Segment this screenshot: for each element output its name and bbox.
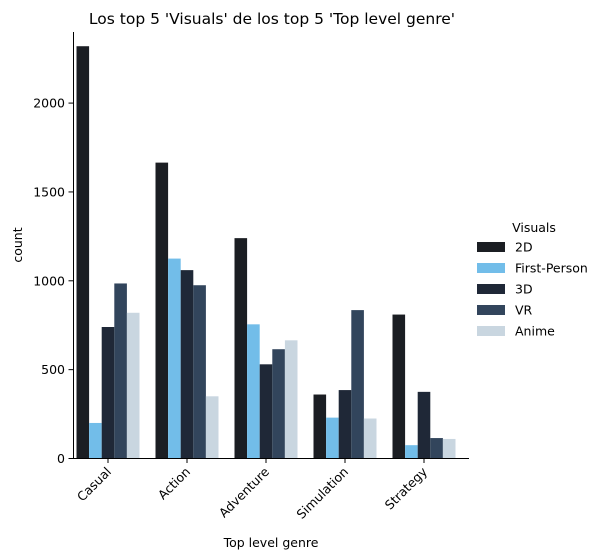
y-axis-ticks: 0 500 1000 1500 2000 — [33, 96, 73, 466]
x-tick-label-strategy: Strategy — [382, 464, 431, 513]
bar-first-person-simulation — [326, 417, 339, 459]
bar-anime-simulation — [363, 418, 377, 459]
legend-label-vr: VR — [515, 303, 533, 318]
bar-vr-strategy — [430, 438, 443, 459]
legend: Visuals 2D First-Person 3D VR Anime — [477, 220, 588, 339]
bar-anime-adventure — [284, 340, 298, 459]
bar-2d-adventure — [234, 238, 248, 459]
bar-anime-strategy — [442, 438, 456, 459]
bar-3d-simulation — [338, 390, 352, 459]
x-axis-ticks: Casual Action Adventure Simulation Strategy — [74, 458, 431, 522]
bar-anime-casual — [126, 312, 140, 459]
y-tick-label: 1500 — [33, 184, 65, 199]
bar-2d-action — [155, 162, 169, 459]
chart-title: Los top 5 'Visuals' de los top 5 'Top le… — [89, 10, 455, 28]
y-tick-label: 0 — [57, 451, 65, 466]
y-tick-label: 2000 — [33, 96, 65, 111]
bar-3d-strategy — [417, 391, 431, 459]
bar-vr-adventure — [272, 349, 285, 459]
legend-swatch-anime — [477, 326, 505, 336]
bar-first-person-strategy — [405, 445, 418, 459]
x-tick-label-simulation: Simulation — [293, 464, 351, 522]
bar-vr-casual — [114, 283, 127, 459]
y-tick-label: 500 — [41, 362, 65, 377]
legend-swatch-3d — [477, 284, 505, 294]
y-axis-label: count — [10, 227, 25, 262]
bar-vr-action — [193, 285, 206, 459]
bar-first-person-casual — [89, 422, 102, 459]
bar-vr-simulation — [351, 310, 364, 459]
bar-first-person-action — [168, 258, 181, 459]
bar-anime-action — [205, 396, 219, 459]
legend-title: Visuals — [512, 220, 556, 235]
bar-3d-casual — [101, 327, 115, 459]
bar-3d-adventure — [259, 364, 273, 459]
legend-label-first-person: First-Person — [515, 261, 588, 276]
legend-swatch-first-person — [477, 263, 505, 273]
legend-swatch-2d — [477, 242, 505, 252]
legend-label-2d: 2D — [515, 240, 533, 255]
legend-swatch-vr — [477, 305, 505, 315]
x-tick-label-adventure: Adventure — [216, 464, 273, 521]
bars-group — [76, 46, 456, 459]
x-tick-label-action: Action — [155, 464, 193, 502]
bar-3d-action — [180, 270, 194, 459]
legend-label-anime: Anime — [515, 324, 555, 339]
bar-2d-casual — [76, 46, 90, 459]
bar-2d-strategy — [392, 314, 406, 459]
x-axis-label: Top level genre — [223, 535, 319, 550]
legend-label-3d: 3D — [515, 282, 533, 297]
bar-2d-simulation — [313, 394, 327, 459]
y-tick-label: 1000 — [33, 273, 65, 288]
bar-first-person-adventure — [247, 324, 260, 459]
x-tick-label-casual: Casual — [74, 464, 114, 504]
